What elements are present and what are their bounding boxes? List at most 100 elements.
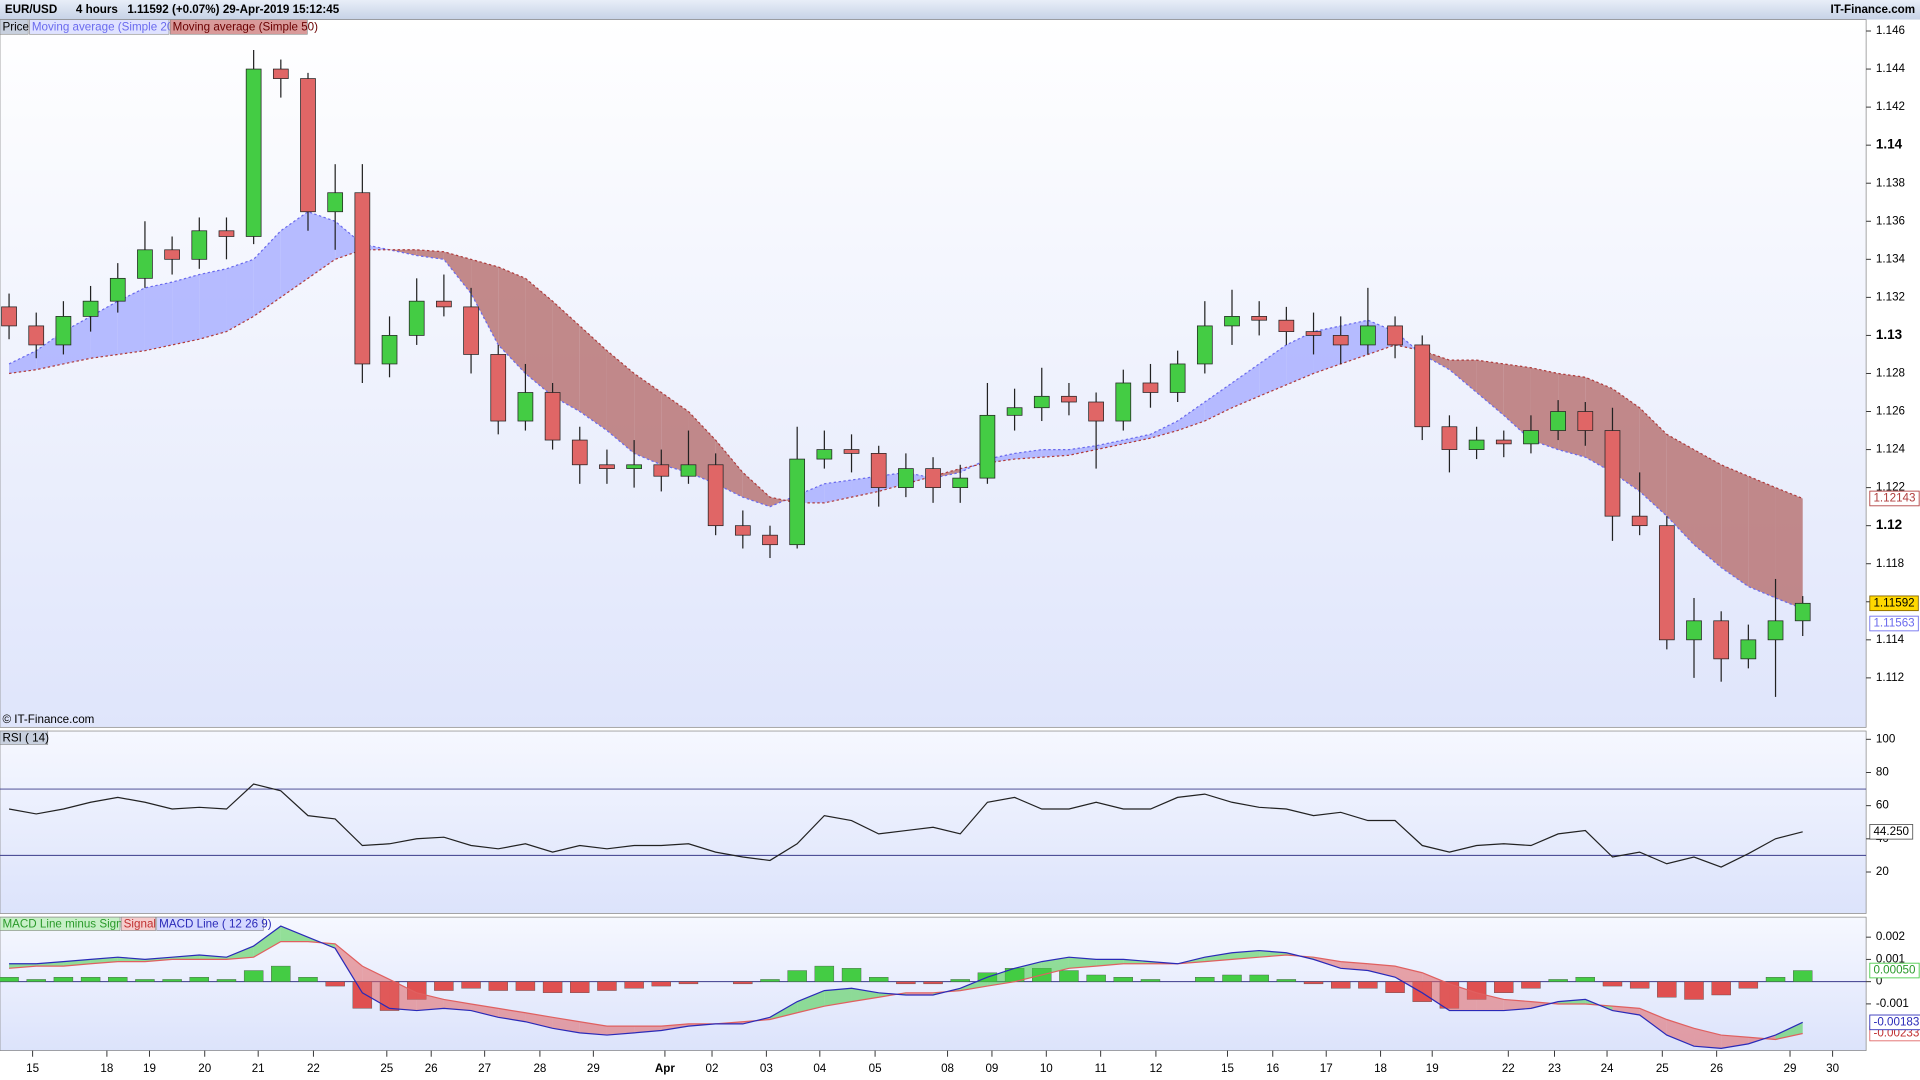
candle-body: [272, 68, 289, 79]
candle-body: [789, 458, 806, 546]
legend-histogram: MACD Line minus Signal: [2, 918, 131, 931]
y-tick-label: 1.138: [1876, 176, 1905, 189]
histogram-bar: [298, 977, 318, 982]
header-bar: [0, 0, 1920, 20]
ma-fill: [308, 211, 336, 279]
x-tick-label: 04: [813, 1062, 826, 1075]
histogram-bar: [1629, 981, 1650, 989]
rsi-panel: [0, 730, 1867, 914]
candle-body: [1305, 331, 1322, 336]
candle-body: [381, 335, 398, 365]
x-tick-label: 05: [869, 1062, 882, 1075]
histogram-bar: [1086, 974, 1106, 982]
histogram-bar: [1249, 974, 1269, 982]
histogram-bar: [162, 979, 182, 982]
legend-box: [0, 19, 29, 35]
moving-average: [8, 249, 1803, 504]
macd-fill: [1367, 963, 1396, 978]
x-tick-label: 19: [143, 1062, 156, 1075]
ma-fill: [579, 325, 607, 431]
candle-body: [870, 453, 887, 488]
candle-body: [28, 325, 45, 346]
x-tick-label: 18: [1374, 1062, 1387, 1075]
candle-body: [1686, 620, 1702, 641]
histogram-bar: [1602, 981, 1623, 987]
legend-box: [120, 916, 156, 931]
ma50-tag: 1.12143: [1873, 492, 1915, 505]
ma-fill: [144, 282, 173, 351]
candle-body: [1115, 382, 1132, 422]
histogram-bar: [1385, 981, 1405, 993]
histogram-bar: [53, 977, 74, 982]
y-tick-label: 0.002: [1876, 930, 1905, 943]
x-tick-label: 11: [1095, 1062, 1107, 1075]
candle-body: [55, 316, 72, 346]
candle-body: [1468, 439, 1485, 450]
candle-body: [1631, 515, 1648, 527]
x-tick-label: 27: [478, 1062, 491, 1075]
legend-box: [0, 916, 121, 931]
price-tag-box: [1869, 595, 1919, 612]
candle-body: [734, 525, 751, 536]
candle-body: [653, 464, 670, 477]
histogram-bar: [488, 981, 508, 991]
histogram-bar: [950, 979, 970, 982]
candle-body: [218, 230, 235, 237]
y-tick-label: 1.136: [1876, 214, 1905, 227]
candle-body: [1713, 620, 1730, 660]
y-tick-label: 1.134: [1876, 252, 1906, 265]
x-tick-label: 08: [941, 1062, 954, 1075]
x-tick-label: 02: [706, 1062, 719, 1075]
candle-body: [762, 534, 778, 546]
rsi-tag: 44.250: [1873, 825, 1909, 838]
ma-fill: [199, 268, 227, 340]
candle-body: [1278, 319, 1295, 332]
histogram-bar: [542, 981, 563, 993]
ma-fill: [1694, 449, 1722, 568]
ma-fill: [280, 211, 309, 298]
histogram-bar: [1738, 981, 1759, 989]
candle-body: [544, 392, 561, 441]
y-tick-label: 1.14: [1876, 137, 1903, 152]
x-tick-label: 20: [198, 1062, 211, 1075]
histogram-bar: [869, 977, 889, 982]
ma-fill: [226, 259, 254, 332]
x-tick-label: 26: [425, 1062, 438, 1075]
macd-tag-box: [1869, 962, 1920, 979]
macd-fill: [443, 999, 472, 1011]
macd-fill: [851, 988, 879, 1002]
y-tick-label: 20: [1876, 865, 1889, 878]
ma-fill: [1666, 434, 1695, 545]
candle-body: [571, 439, 588, 466]
histogram-bar: [624, 981, 644, 989]
candle-body: [408, 300, 425, 336]
legend-box: [169, 19, 308, 35]
y-tick-label: 1.118: [1876, 557, 1904, 570]
macd-fill: [579, 1021, 607, 1036]
x-tick-label: 15: [1221, 1062, 1234, 1075]
candle-body: [1387, 325, 1403, 346]
histogram-bar: [1303, 981, 1324, 985]
macd-fill: [1395, 966, 1423, 993]
macd-fill: [280, 926, 309, 942]
histogram-bar: [1358, 981, 1378, 989]
histogram-bar: [1521, 981, 1541, 989]
x-tick-label: 28: [533, 1062, 546, 1075]
legend-ma20: Moving average (Simple 20): [32, 21, 178, 34]
x-tick-label: 26: [1710, 1062, 1723, 1075]
y-tick-label: 100: [1876, 732, 1896, 745]
macd-line: [9, 941, 1803, 1041]
ma-fill: [1449, 360, 1477, 393]
x-tick-label: 03: [760, 1062, 773, 1075]
candle-body: [979, 414, 996, 479]
ma-fill: [1748, 476, 1776, 598]
histogram-bar: [80, 977, 101, 982]
macd-fill: [1041, 957, 1069, 975]
x-tick-label: 29: [1784, 1062, 1797, 1075]
y-tick-label: 0.001: [1876, 952, 1905, 965]
ma-fill: [1232, 363, 1260, 408]
ma-fill: [1639, 407, 1667, 517]
y-tick-label: 80: [1876, 766, 1889, 779]
ma-fill: [1286, 331, 1314, 385]
rsi-tag-box: [1869, 824, 1914, 840]
